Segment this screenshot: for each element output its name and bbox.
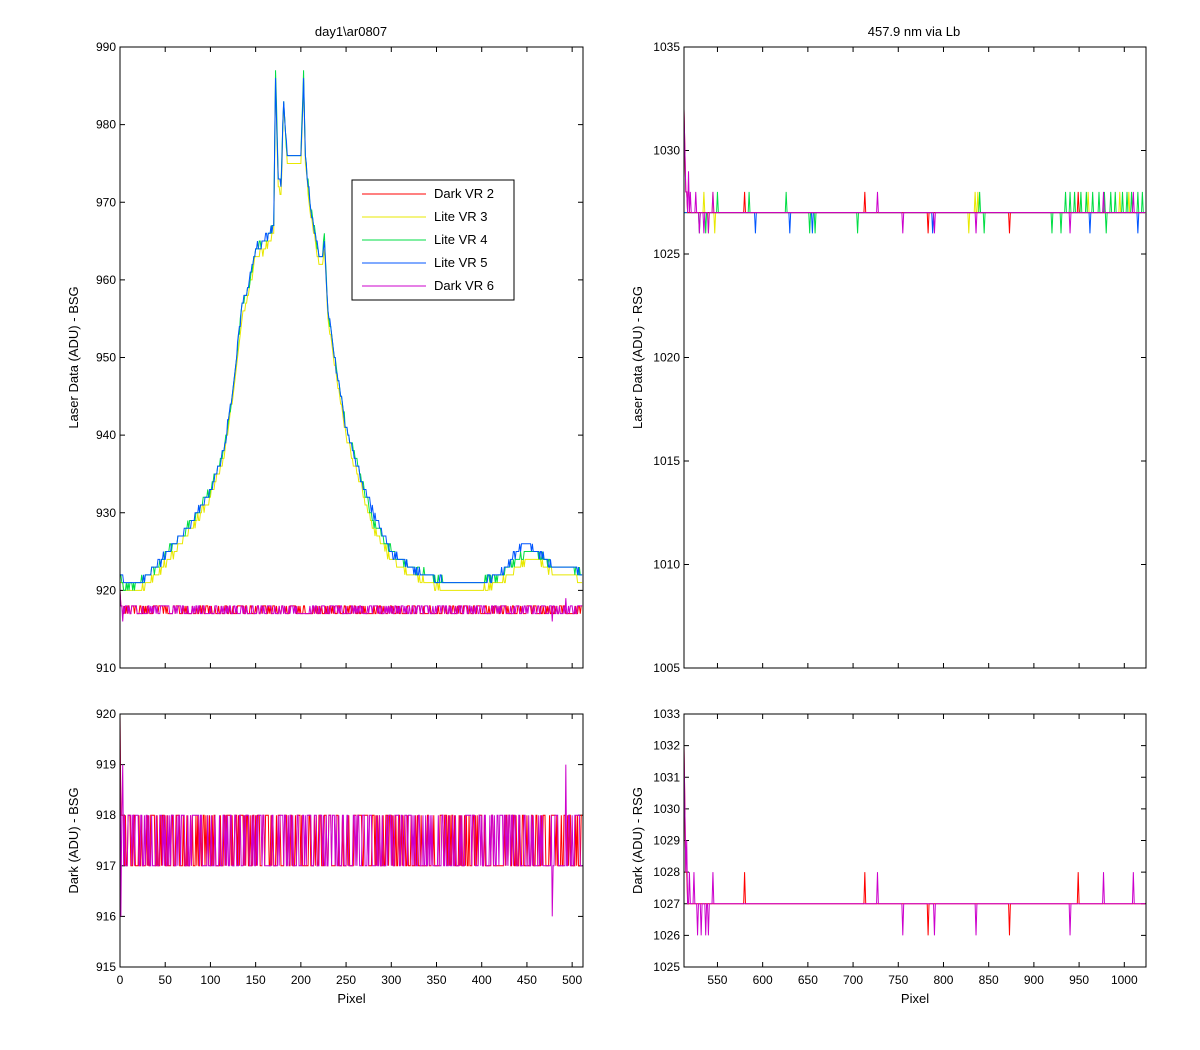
y-tick-label: 1027	[653, 897, 680, 911]
axes-frame	[119, 46, 584, 669]
x-tick-label: 200	[291, 973, 311, 987]
y-tick-label: 960	[96, 273, 116, 287]
series-dark-vr-6	[684, 109, 1146, 234]
y-tick-label: 920	[96, 707, 116, 721]
y-tick-label: 930	[96, 506, 116, 520]
axes-frame	[119, 713, 584, 968]
y-tick-label: 940	[96, 428, 116, 442]
bsg-dark-axes: 915 916 917 918 919 920 0 50 100 150 200 250 300 350 4…	[66, 707, 584, 1006]
bsg-laser-axes: 910 920 930 940 950 960 970 980 990 Laser Data (A…	[66, 40, 584, 675]
series-group	[684, 745, 1146, 936]
x-tick-label: 800	[933, 973, 953, 987]
x-tick-label: 750	[888, 973, 908, 987]
x-tick-label: 600	[753, 973, 773, 987]
x-tick-label: 350	[426, 973, 446, 987]
x-tick-label: 550	[707, 973, 727, 987]
y-tick-label: 1029	[653, 834, 680, 848]
series-dark-vr-6	[120, 714, 583, 917]
rsg-dark-axes: 1025 1026 1027 1028 1029 1030 1031 1032 1033 550 6…	[630, 707, 1147, 1006]
y-tick-label: 1025	[653, 247, 680, 261]
legend-label: Lite VR 5	[434, 255, 487, 270]
series-group	[684, 109, 1146, 234]
y-tick-label: 1005	[653, 661, 680, 675]
y-tick-label: 919	[96, 758, 116, 772]
legend-label: Dark VR 2	[434, 186, 494, 201]
series-group	[120, 714, 583, 917]
legend-entry: Lite VR 3	[362, 209, 487, 224]
y-tick-label: 1028	[653, 865, 680, 879]
legend-entry: Lite VR 5	[362, 255, 487, 270]
y-tick-label: 1033	[653, 707, 680, 721]
y-tick-label: 1032	[653, 739, 680, 753]
series-lite-vr-5	[120, 78, 583, 584]
y-tick-label: 970	[96, 195, 116, 209]
y-tick-label: 990	[96, 40, 116, 54]
x-tick-label: 100	[200, 973, 220, 987]
y-tick-label: 1020	[653, 351, 680, 365]
x-tick-label: 0	[117, 973, 124, 987]
series-lite-vr-3	[120, 85, 583, 591]
legend-entry: Dark VR 2	[362, 186, 494, 201]
y-tick-label: 915	[96, 960, 116, 974]
axes-frame	[683, 713, 1147, 968]
y-tick-label: 1031	[653, 770, 680, 784]
x-tick-label: 450	[517, 973, 537, 987]
x-tick-label: 300	[381, 973, 401, 987]
plot-area	[120, 47, 583, 668]
legend-label: Lite VR 4	[434, 232, 487, 247]
x-axis-label: Pixel	[901, 991, 929, 1006]
y-axis-label: Laser Data (ADU) - BSG	[66, 286, 81, 428]
series-dark-vr-6	[120, 590, 583, 622]
y-axis-label: Dark (ADU) - BSG	[66, 787, 81, 893]
rsg-laser-axes: 1005 1010 1015 1020 1025 1030 1035 Laser Data (…	[630, 40, 1147, 675]
x-tick-label: 850	[979, 973, 999, 987]
y-tick-label: 920	[96, 583, 116, 597]
x-tick-label: 400	[472, 973, 492, 987]
y-tick-label: 1035	[653, 40, 680, 54]
y-tick-label: 916	[96, 909, 116, 923]
legend-label: Dark VR 6	[434, 278, 494, 293]
legend-label: Lite VR 3	[434, 209, 487, 224]
right-title: 457.9 nm via Lb	[868, 24, 961, 39]
x-tick-label: 650	[798, 973, 818, 987]
y-tick-label: 980	[96, 118, 116, 132]
left-title: day1\ar0807	[315, 24, 387, 39]
x-tick-label: 500	[562, 973, 582, 987]
legend-box	[351, 179, 515, 301]
y-tick-label: 1030	[653, 144, 680, 158]
legend-entry: Lite VR 4	[362, 232, 487, 247]
x-tick-label: 50	[159, 973, 173, 987]
x-tick-label: 900	[1024, 973, 1044, 987]
y-tick-label: 910	[96, 661, 116, 675]
x-tick-label: 1000	[1111, 973, 1138, 987]
y-tick-label: 950	[96, 351, 116, 365]
x-tick-label: 150	[246, 973, 266, 987]
x-axis-label: Pixel	[337, 991, 365, 1006]
y-axis-label: Dark (ADU) - RSG	[630, 787, 645, 894]
legend-entry: Dark VR 6	[362, 278, 494, 293]
x-tick-label: 700	[843, 973, 863, 987]
axes-frame	[683, 46, 1147, 669]
y-tick-label: 1030	[653, 802, 680, 816]
series-group	[120, 70, 583, 622]
plot-area	[684, 47, 1146, 668]
legend: Dark VR 2 Lite VR 3 Lite VR 4 Lite VR 5 …	[351, 179, 515, 301]
y-tick-label: 1025	[653, 960, 680, 974]
y-tick-label: 1026	[653, 928, 680, 942]
y-tick-label: 1015	[653, 454, 680, 468]
y-axis-label: Laser Data (ADU) - RSG	[630, 286, 645, 429]
y-tick-label: 918	[96, 808, 116, 822]
x-tick-label: 250	[336, 973, 356, 987]
y-tick-label: 917	[96, 859, 116, 873]
x-tick-label: 950	[1069, 973, 1089, 987]
plot-area	[684, 714, 1146, 967]
series-dark-vr-6	[684, 745, 1146, 936]
y-tick-label: 1010	[653, 558, 680, 572]
